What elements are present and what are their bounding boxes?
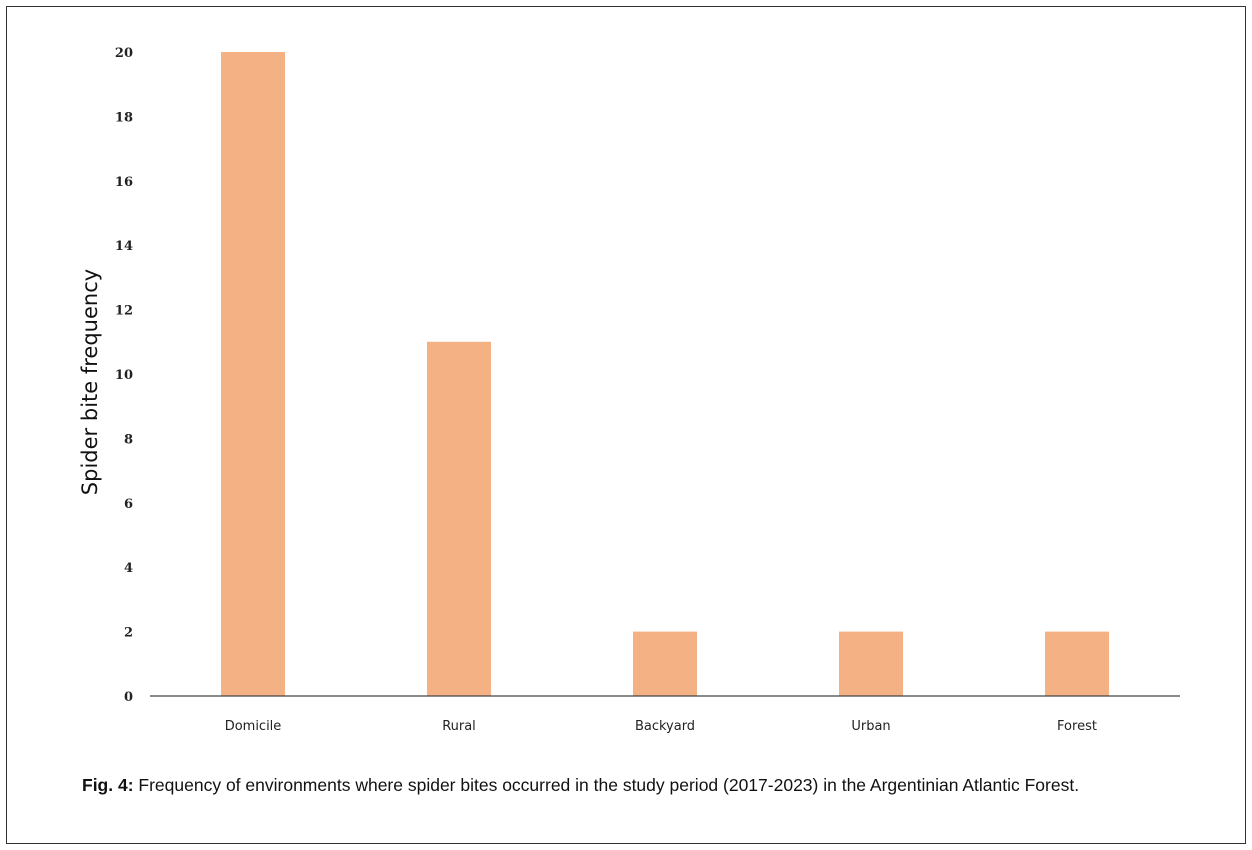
x-tick-label: Forest bbox=[1057, 719, 1097, 734]
caption-label: Fig. 4: bbox=[82, 775, 134, 795]
y-tick-label: 12 bbox=[115, 304, 133, 319]
y-tick-label: 18 bbox=[115, 110, 133, 125]
figure-frame bbox=[6, 6, 1246, 844]
y-tick-label: 4 bbox=[124, 561, 133, 576]
bar-backyard bbox=[633, 631, 697, 696]
y-axis-ticks: 0 2 4 6 8 10 12 14 16 18 20 bbox=[115, 46, 133, 705]
y-tick-label: 6 bbox=[124, 497, 133, 512]
y-tick-label: 20 bbox=[115, 46, 133, 61]
y-tick-label: 8 bbox=[124, 432, 133, 447]
x-tick-label: Backyard bbox=[635, 719, 695, 734]
x-tick-label: Domicile bbox=[225, 719, 282, 734]
bars bbox=[221, 52, 1109, 696]
y-tick-label: 10 bbox=[115, 368, 133, 383]
x-axis-labels: Domicile Rural Backyard Urban Forest bbox=[225, 719, 1097, 734]
bar-rural bbox=[427, 341, 491, 696]
bar-urban bbox=[839, 631, 903, 696]
x-tick-label: Urban bbox=[851, 719, 890, 734]
figure-caption: Fig. 4: Frequency of environments where … bbox=[82, 774, 1192, 797]
y-axis-label: Spider bite frequency bbox=[78, 269, 102, 495]
y-tick-label: 14 bbox=[115, 239, 133, 254]
bar-domicile bbox=[221, 52, 285, 696]
bar-forest bbox=[1045, 631, 1109, 696]
y-tick-label: 16 bbox=[115, 175, 133, 190]
x-tick-label: Rural bbox=[442, 719, 476, 734]
y-tick-label: 2 bbox=[124, 626, 133, 641]
caption-text: Frequency of environments where spider b… bbox=[138, 775, 1080, 795]
y-tick-label: 0 bbox=[124, 690, 133, 705]
